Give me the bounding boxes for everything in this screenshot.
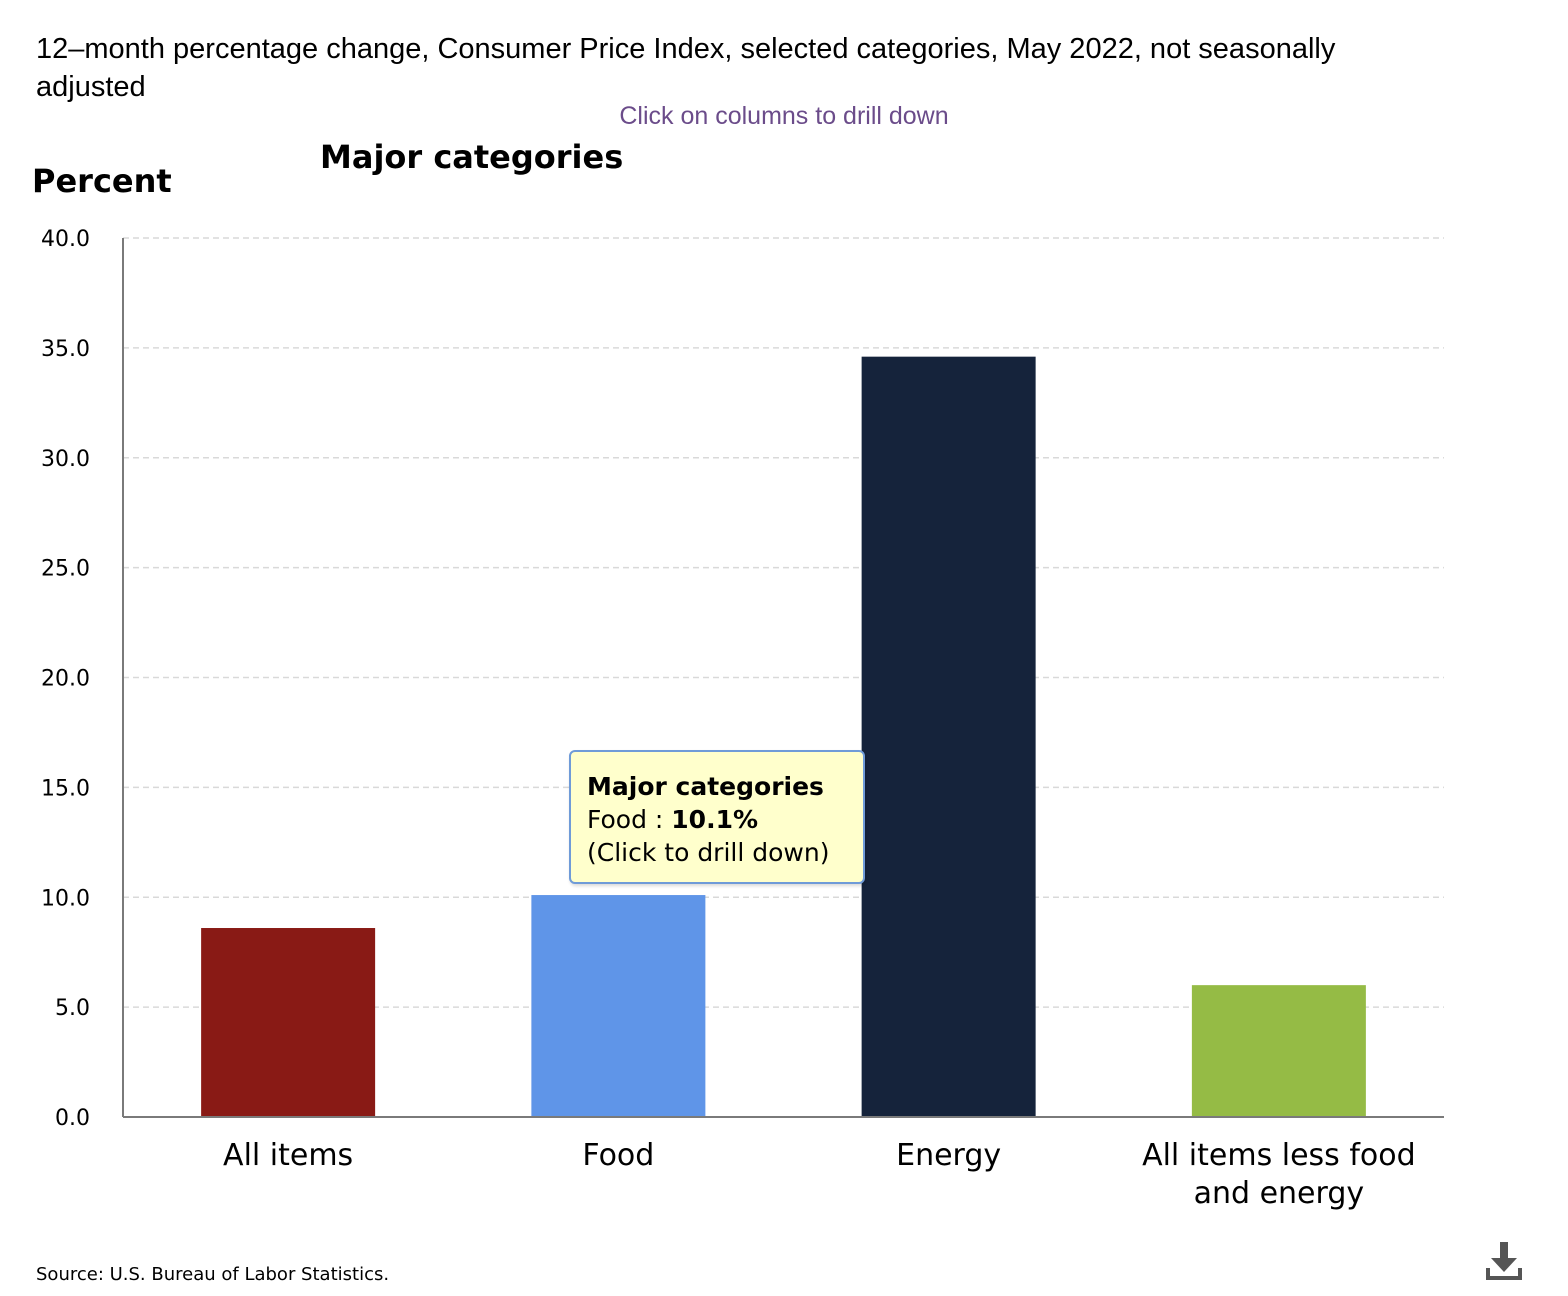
tooltip-separator: : bbox=[646, 805, 672, 834]
tooltip-value: 10.1% bbox=[671, 805, 759, 834]
x-category-label: All items bbox=[223, 1138, 353, 1173]
y-axis-title: Percent bbox=[32, 162, 172, 200]
x-axis-labels: All items Food Energy All items less foodan… bbox=[223, 1138, 1416, 1211]
download-button[interactable] bbox=[1480, 1238, 1528, 1286]
y-tick-label: 35.0 bbox=[41, 337, 90, 362]
x-category-label: Food bbox=[582, 1138, 654, 1173]
x-category-label: and energy bbox=[1194, 1176, 1365, 1211]
y-tick-label: 30.0 bbox=[41, 447, 90, 472]
y-axis-ticks: 0.0 5.0 10.0 15.0 20.0 25.0 30.0 35.0 40.0 bbox=[41, 227, 90, 1131]
y-tick-label: 15.0 bbox=[41, 776, 90, 801]
tooltip-heading: Major categories bbox=[587, 772, 824, 801]
tooltip-category: Food bbox=[587, 805, 647, 834]
gridlines bbox=[123, 237, 1444, 1008]
bars bbox=[201, 356, 1366, 1117]
x-category-label: Energy bbox=[896, 1138, 1001, 1173]
chart-title: 12–month percentage change, Consumer Pri… bbox=[36, 33, 1336, 103]
bar-tooltip: Major categories Food : 10.1% (Click to … bbox=[569, 750, 865, 884]
bar[interactable] bbox=[201, 928, 376, 1117]
bar[interactable] bbox=[861, 356, 1036, 1117]
y-tick-label: 40.0 bbox=[41, 227, 90, 252]
bar-chart: 0.0 5.0 10.0 15.0 20.0 25.0 30.0 35.0 40.0 All i… bbox=[41, 227, 1444, 1211]
source-note: Source: U.S. Bureau of Labor Statistics. bbox=[36, 1264, 390, 1285]
y-tick-label: 25.0 bbox=[41, 557, 90, 582]
chart-subtitle: Major categories bbox=[320, 138, 624, 176]
tooltip-hint: (Click to drill down) bbox=[587, 838, 830, 867]
y-tick-label: 10.0 bbox=[41, 886, 90, 911]
y-tick-label: 20.0 bbox=[41, 667, 90, 692]
drill-down-hint: Click on columns to drill down bbox=[619, 102, 949, 130]
tooltip-value-line: Food : 10.1% bbox=[587, 803, 847, 836]
download-icon bbox=[1486, 1242, 1522, 1280]
bar[interactable] bbox=[1191, 985, 1366, 1117]
y-tick-label: 0.0 bbox=[55, 1106, 90, 1131]
y-tick-label: 5.0 bbox=[55, 996, 90, 1021]
bar[interactable] bbox=[531, 895, 706, 1117]
x-category-label: All items less food bbox=[1142, 1138, 1416, 1173]
